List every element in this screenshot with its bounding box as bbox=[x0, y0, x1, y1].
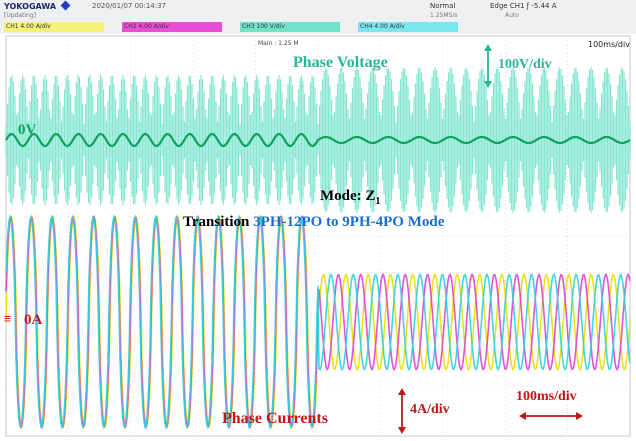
voltage-scale-label: 100V/div bbox=[498, 57, 552, 72]
voltage-title: Phase Voltage bbox=[293, 54, 388, 71]
voltage-scale-arrow-head-top bbox=[484, 44, 492, 51]
channel-chip-4: CH4 4.00 A/div bbox=[358, 22, 458, 32]
mode-subscript: 1 bbox=[375, 196, 381, 207]
current-title: Phase Currents bbox=[222, 410, 328, 427]
mode-label: Mode: Z1 bbox=[320, 188, 380, 207]
time-scale-arrow-head-right bbox=[576, 412, 583, 420]
channel-chip-3: CH3 100 V/div bbox=[240, 22, 340, 32]
timebase-readout: 100ms/div bbox=[588, 40, 630, 49]
status-label: [Updating] bbox=[4, 12, 36, 19]
transition-label: Transition 3PH-12PO to 9PH-4PO Mode bbox=[183, 214, 444, 231]
mode-prefix: Mode: Z bbox=[320, 188, 376, 204]
transition-prefix: Transition bbox=[183, 214, 250, 230]
zero-volt-label: 0V bbox=[18, 122, 37, 138]
voltage-scale-arrow-head-bottom bbox=[484, 81, 492, 88]
zero-amp-label: 0A bbox=[24, 312, 43, 328]
scale-arrows bbox=[398, 44, 583, 434]
trigger-sub: Auto bbox=[505, 12, 519, 19]
channel-chip-2: CH2 4.00 A/div bbox=[122, 22, 222, 32]
time-scale-label: 100ms/div bbox=[516, 389, 577, 404]
trigger-edge: Edge CH1 ƒ -5.44 A bbox=[490, 2, 557, 10]
voltage-trace bbox=[5, 132, 631, 148]
main-label: Main : 1.25 M bbox=[258, 40, 299, 47]
scope-header: YOKOGAWA 2020/01/07 00:14:37 [Updating] … bbox=[0, 0, 636, 34]
current-scale-arrow-head-bottom bbox=[398, 427, 406, 434]
timestamp: 2020/01/07 00:14:37 bbox=[92, 2, 167, 10]
time-scale-arrow-head-left bbox=[519, 412, 526, 420]
brand-logo: YOKOGAWA bbox=[4, 2, 57, 11]
zero-amp-marker: ≡ bbox=[4, 311, 12, 326]
sample-rate: 1.25MS/s bbox=[430, 12, 458, 19]
channel-chip-1: CH1 4.00 A/div bbox=[4, 22, 104, 32]
current-trace-phase-3 bbox=[5, 214, 631, 430]
transition-modes: 3PH-12PO to 9PH-4PO Mode bbox=[253, 214, 445, 230]
current-scale-label: 4A/div bbox=[410, 402, 450, 417]
traces bbox=[5, 67, 631, 430]
current-scale-arrow-head-top bbox=[398, 388, 406, 395]
trigger-mode: Normal bbox=[430, 2, 456, 10]
